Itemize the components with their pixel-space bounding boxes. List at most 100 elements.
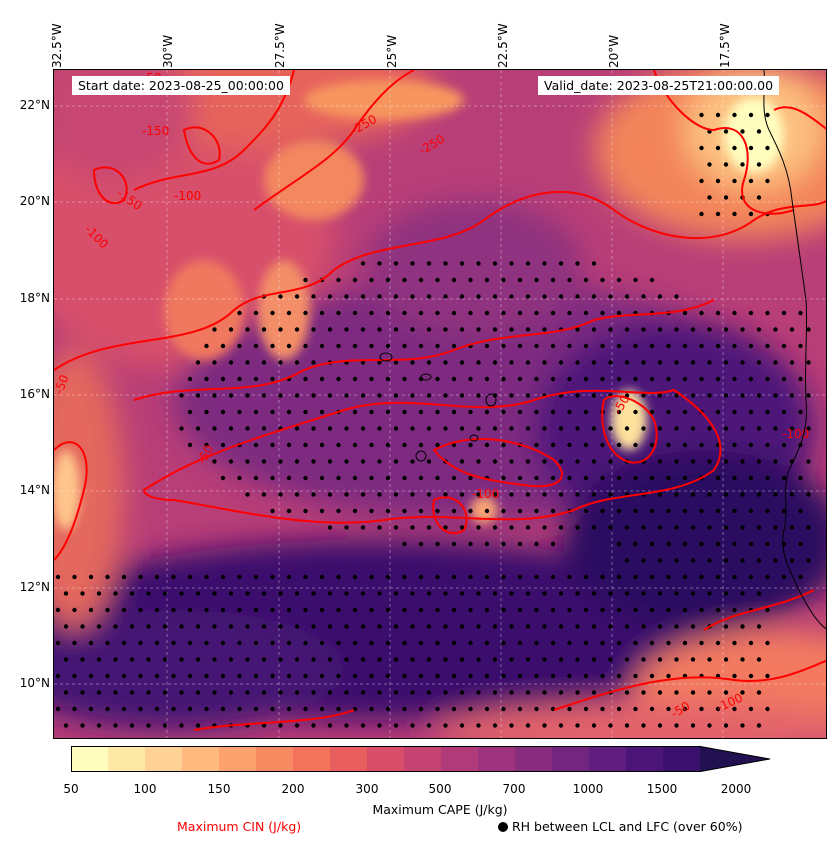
contour-label: -150 [142, 124, 169, 138]
rh-dot [591, 525, 597, 530]
rh-dot [542, 624, 547, 629]
rh-dot [591, 360, 597, 365]
rh-dot [443, 657, 448, 662]
rh-dot [682, 508, 688, 514]
rh-dot [171, 673, 176, 679]
rh-dot [303, 442, 308, 448]
rh-dot [707, 558, 712, 563]
rh-dot [575, 360, 580, 365]
rh-dot [806, 327, 811, 332]
rh-dot [63, 690, 69, 695]
rh-dot [327, 426, 333, 431]
rh-dot [344, 657, 349, 662]
rh-dot [344, 459, 349, 464]
rh-dot [756, 393, 762, 398]
rh-dot [542, 327, 547, 332]
rh-dot [459, 624, 465, 629]
rh-dot [723, 162, 729, 167]
rh-dot [583, 409, 589, 415]
rh-dot [55, 640, 61, 646]
rh-dot [789, 327, 795, 332]
rh-dot [278, 690, 283, 695]
rh-dot [699, 343, 704, 349]
rh-dot [492, 492, 498, 497]
rh-dot [740, 492, 745, 497]
rh-dot [550, 442, 556, 448]
rh-dot [608, 426, 613, 431]
colorbar-tick: 50 [63, 782, 79, 796]
rh-dot [699, 145, 704, 151]
rh-dot [633, 541, 638, 547]
rh-dot [476, 624, 481, 629]
rh-dot [600, 673, 605, 679]
rh-dot [575, 393, 580, 398]
rh-dot [756, 327, 762, 332]
rh-dot [336, 508, 341, 514]
colorbar-cell [145, 746, 183, 772]
rh-dot [245, 690, 250, 695]
rh-dot [171, 706, 176, 712]
rh-dot [765, 376, 770, 382]
colorbar-outline [71, 746, 771, 772]
rh-dot [674, 492, 679, 497]
rh-dot [352, 376, 358, 382]
rh-dot [707, 591, 712, 596]
rh-dot [303, 376, 308, 382]
rh-dot [435, 343, 440, 349]
rh-dot [426, 426, 432, 431]
rh-dot [468, 508, 473, 514]
rh-dot [319, 343, 325, 349]
rh-dot [707, 723, 712, 728]
rh-dot [608, 459, 613, 464]
rh-dot [657, 294, 663, 299]
rh-dot [402, 376, 407, 382]
rh-dot [748, 673, 754, 679]
rh-dot [179, 624, 184, 629]
rh-dot [237, 475, 242, 481]
rh-dot [336, 574, 341, 580]
rh-dot [765, 178, 770, 184]
colorbar-tick: 200 [281, 782, 305, 796]
rh-dot [435, 508, 440, 514]
rh-dot [624, 426, 630, 431]
rh-dot [674, 558, 679, 563]
rh-dot [154, 706, 160, 712]
rh-dot [550, 409, 556, 415]
rh-dot [195, 360, 201, 365]
rh-dot [426, 624, 432, 629]
rh-dot [699, 442, 704, 448]
rh-dot [418, 277, 424, 283]
rh-dot [377, 690, 382, 695]
rh-dot [393, 261, 399, 266]
rh-dot [377, 525, 382, 530]
rh-dot [179, 690, 184, 695]
rh-dot [245, 327, 250, 332]
rh-dot [253, 607, 259, 613]
rh-dot [517, 277, 523, 283]
rh-dot [261, 591, 267, 596]
rh-dot [608, 360, 613, 365]
rh-dot [459, 360, 465, 365]
rh-dot [666, 442, 671, 448]
rh-dot [748, 211, 754, 217]
rh-dot [616, 310, 622, 316]
rh-dot [451, 640, 457, 646]
rh-dot [608, 657, 613, 662]
rh-dot [179, 723, 184, 728]
rh-dot [525, 294, 531, 299]
rh-dot [591, 261, 597, 266]
rh-dot [369, 475, 374, 481]
rh-dot [220, 673, 226, 679]
rh-dot [641, 591, 646, 596]
rh-dot [261, 657, 267, 662]
rh-dot [410, 723, 415, 728]
rh-dot [558, 294, 564, 299]
rh-dot [129, 591, 135, 596]
rh-dot [344, 426, 349, 431]
rh-dot [105, 640, 110, 646]
rh-dot [501, 541, 506, 547]
rh-dot [600, 442, 605, 448]
rh-dot [261, 690, 267, 695]
rh-dot [798, 409, 803, 415]
rh-dot [616, 277, 622, 283]
